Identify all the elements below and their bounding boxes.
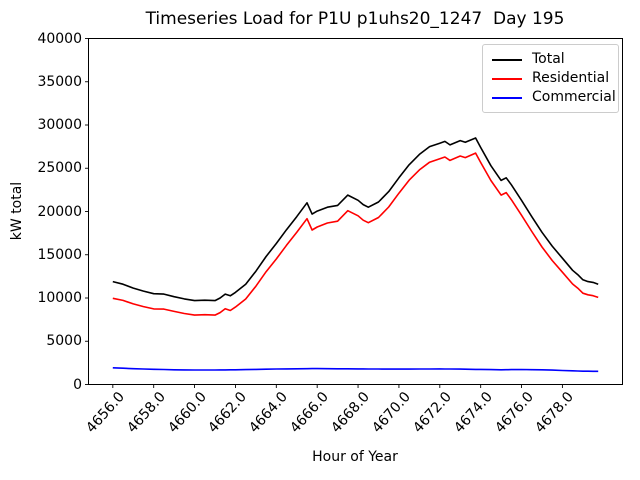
y-tick-label: 15000 bbox=[37, 246, 82, 263]
y-tick-label: 10000 bbox=[37, 290, 82, 306]
legend: Total Residential Commercial bbox=[482, 44, 619, 113]
legend-entry-commercial: Commercial bbox=[492, 88, 616, 107]
x-axis-label: Hour of Year bbox=[312, 449, 398, 465]
legend-line-residential-icon bbox=[492, 77, 522, 80]
legend-line-commercial-icon bbox=[492, 96, 522, 99]
legend-label-residential: Residential bbox=[532, 70, 610, 86]
series-line-residential bbox=[112, 152, 599, 316]
y-tick-label: 0 bbox=[73, 376, 82, 393]
series-line-total bbox=[112, 137, 599, 302]
chart-title: Timeseries Load for P1U p1uhs20_1247 Day… bbox=[145, 9, 565, 29]
legend-line-total-icon bbox=[492, 58, 522, 61]
y-tick-label: 25000 bbox=[37, 160, 82, 177]
y-tick-label: 30000 bbox=[37, 117, 82, 133]
legend-entry-residential: Residential bbox=[492, 69, 610, 88]
series-line-commercial bbox=[112, 367, 599, 373]
y-tick-label: 35000 bbox=[37, 73, 82, 90]
legend-label-commercial: Commercial bbox=[532, 89, 616, 105]
legend-entry-total: Total bbox=[492, 50, 610, 69]
y-tick-label: 40000 bbox=[37, 30, 82, 47]
y-tick-label: 5000 bbox=[46, 333, 82, 350]
y-tick-label: 20000 bbox=[37, 203, 82, 220]
legend-label-total: Total bbox=[532, 51, 565, 67]
